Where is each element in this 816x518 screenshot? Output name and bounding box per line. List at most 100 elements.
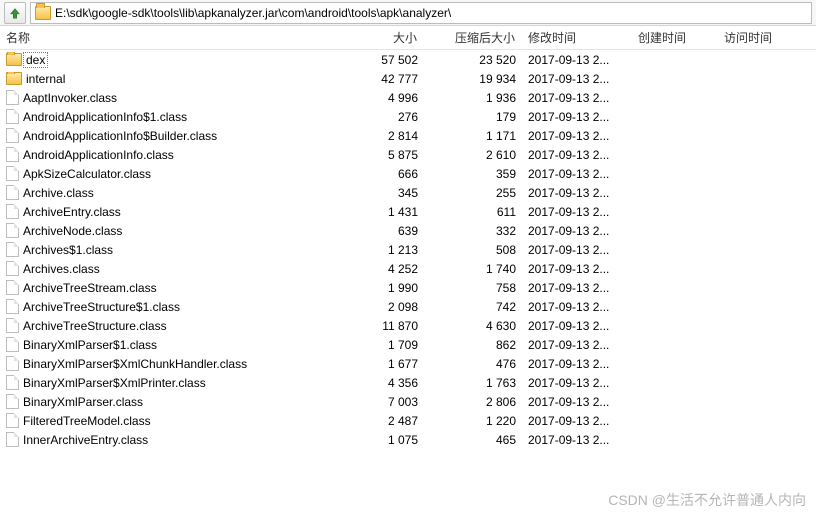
cell-size: 1 075 [326,433,424,447]
cell-mtime: 2017-09-13 2... [522,53,632,67]
file-icon [6,432,19,447]
cell-packed: 179 [424,110,522,124]
file-name: BinaryXmlParser.class [23,395,143,409]
cell-packed: 611 [424,205,522,219]
file-icon [6,109,19,124]
header-atime[interactable]: 访问时间 [718,29,804,46]
cell-size: 276 [326,110,424,124]
cell-size: 2 814 [326,129,424,143]
table-row[interactable]: ArchiveEntry.class1 4316112017-09-13 2..… [0,202,816,221]
cell-packed: 19 934 [424,72,522,86]
table-row[interactable]: Archives$1.class 1 2135082017-09-13 2... [0,240,816,259]
cell-name: FilteredTreeModel.class [6,413,326,428]
table-row[interactable]: ArchiveNode.class6393322017-09-13 2... [0,221,816,240]
header-ctime[interactable]: 创建时间 [632,29,718,46]
cell-mtime: 2017-09-13 2... [522,357,632,371]
file-name: BinaryXmlParser$XmlChunkHandler.class [23,357,247,371]
table-row[interactable]: BinaryXmlParser$XmlChunkHandler.class1 6… [0,354,816,373]
header-packed[interactable]: 压缩后大小 [424,29,522,46]
file-name: Archives$1.class [23,243,113,257]
cell-size: 1 431 [326,205,424,219]
cell-size: 5 875 [326,148,424,162]
table-row[interactable]: BinaryXmlParser$1.class1 7098622017-09-1… [0,335,816,354]
file-icon [6,356,19,371]
file-icon [6,280,19,295]
file-name: ArchiveNode.class [23,224,122,238]
cell-name: BinaryXmlParser$1.class [6,337,326,352]
cell-mtime: 2017-09-13 2... [522,91,632,105]
file-icon [6,242,19,257]
cell-mtime: 2017-09-13 2... [522,262,632,276]
cell-mtime: 2017-09-13 2... [522,186,632,200]
cell-mtime: 2017-09-13 2... [522,243,632,257]
cell-size: 7 003 [326,395,424,409]
file-name: internal [26,72,65,86]
cell-name: Archives.class [6,261,326,276]
table-row[interactable]: ApkSizeCalculator.class6663592017-09-13 … [0,164,816,183]
file-name: AndroidApplicationInfo.class [23,148,174,162]
cell-packed: 255 [424,186,522,200]
table-row[interactable]: AndroidApplicationInfo$1.class2761792017… [0,107,816,126]
table-row[interactable]: BinaryXmlParser.class7 0032 8062017-09-1… [0,392,816,411]
file-name: BinaryXmlParser$1.class [23,338,157,352]
table-row[interactable]: Archive.class 3452552017-09-13 2... [0,183,816,202]
watermark: CSDN @生活不允许普通人内向 [608,490,806,510]
table-row[interactable]: Archives.class4 2521 7402017-09-13 2... [0,259,816,278]
cell-packed: 508 [424,243,522,257]
cell-size: 345 [326,186,424,200]
table-row[interactable]: FilteredTreeModel.class2 4871 2202017-09… [0,411,816,430]
up-button[interactable] [4,2,26,24]
cell-name: ArchiveTreeStructure$1.class [6,299,326,314]
cell-packed: 465 [424,433,522,447]
table-row[interactable]: AndroidApplicationInfo$Builder.class2 81… [0,126,816,145]
file-icon [6,337,19,352]
cell-packed: 1 171 [424,129,522,143]
file-name: Archive.class [23,186,94,200]
file-name: InnerArchiveEntry.class [23,433,148,447]
cell-mtime: 2017-09-13 2... [522,129,632,143]
cell-name: BinaryXmlParser$XmlPrinter.class [6,375,326,390]
cell-packed: 758 [424,281,522,295]
table-row[interactable]: AaptInvoker.class4 9961 9362017-09-13 2.… [0,88,816,107]
cell-name: BinaryXmlParser$XmlChunkHandler.class [6,356,326,371]
cell-packed: 742 [424,300,522,314]
table-row[interactable]: InnerArchiveEntry.class1 0754652017-09-1… [0,430,816,449]
file-name: ArchiveTreeStructure$1.class [23,300,180,314]
cell-mtime: 2017-09-13 2... [522,167,632,181]
file-icon [6,261,19,276]
cell-packed: 1 220 [424,414,522,428]
table-row[interactable]: AndroidApplicationInfo.class5 8752 61020… [0,145,816,164]
header-mtime[interactable]: 修改时间 [522,29,632,46]
cell-name: BinaryXmlParser.class [6,394,326,409]
address-field[interactable]: E:\sdk\google-sdk\tools\lib\apkanalyzer.… [30,2,812,24]
cell-size: 4 356 [326,376,424,390]
file-name: ApkSizeCalculator.class [23,167,151,181]
cell-packed: 862 [424,338,522,352]
cell-mtime: 2017-09-13 2... [522,338,632,352]
cell-name: ArchiveTreeStructure.class [6,318,326,333]
table-row[interactable]: BinaryXmlParser$XmlPrinter.class4 3561 7… [0,373,816,392]
header-size[interactable]: 大小 [326,29,424,46]
cell-size: 57 502 [326,53,424,67]
cell-name: internal [6,72,326,86]
table-row[interactable]: dex57 50223 5202017-09-13 2... [0,50,816,69]
cell-packed: 332 [424,224,522,238]
file-icon [6,185,19,200]
table-row[interactable]: ArchiveTreeStream.class1 9907582017-09-1… [0,278,816,297]
header-name[interactable]: 名称 [0,29,326,46]
cell-size: 1 213 [326,243,424,257]
file-icon [6,223,19,238]
cell-mtime: 2017-09-13 2... [522,319,632,333]
cell-packed: 1 763 [424,376,522,390]
cell-name: Archive.class [6,185,326,200]
address-text: E:\sdk\google-sdk\tools\lib\apkanalyzer.… [55,6,451,20]
cell-mtime: 2017-09-13 2... [522,376,632,390]
cell-name: dex [6,52,326,68]
table-row[interactable]: internal42 77719 9342017-09-13 2... [0,69,816,88]
cell-name: ArchiveNode.class [6,223,326,238]
cell-name: ArchiveEntry.class [6,204,326,219]
table-row[interactable]: ArchiveTreeStructure.class11 8704 630201… [0,316,816,335]
table-row[interactable]: ArchiveTreeStructure$1.class2 0987422017… [0,297,816,316]
cell-mtime: 2017-09-13 2... [522,414,632,428]
file-icon [6,394,19,409]
